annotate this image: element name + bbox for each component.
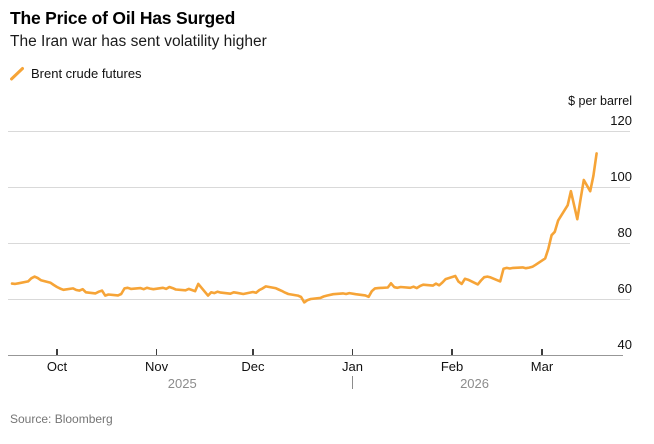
x-axis-tick	[56, 349, 58, 355]
legend-line-icon	[10, 66, 24, 81]
x-axis-tick	[155, 349, 158, 355]
x-tick-label: Feb	[440, 359, 464, 374]
y-tick-label: 120	[610, 113, 632, 128]
source-credit: Source: Bloomberg	[10, 412, 113, 426]
x-tick-label: Nov	[145, 359, 169, 374]
legend: Brent crude futures	[10, 66, 142, 81]
x-tick-label: Oct	[46, 359, 68, 374]
legend-label: Brent crude futures	[31, 66, 142, 81]
y-tick-label: 100	[610, 169, 632, 184]
y-tick-label: 60	[617, 281, 632, 296]
x-tick-label: Jan	[342, 359, 363, 374]
gridline	[8, 186, 630, 188]
y-tick-label: 80	[617, 225, 632, 240]
x-tick-label: Mar	[530, 359, 554, 374]
y-axis-unit-label: $ per barrel	[568, 94, 632, 108]
year-label: 2026	[460, 376, 489, 391]
gridline	[8, 242, 630, 244]
x-axis-tick	[351, 349, 354, 355]
year-divider-mark	[351, 376, 353, 389]
year-label: 2025	[167, 376, 197, 391]
y-tick-label: 40	[617, 337, 632, 352]
chart-subtitle: The Iran war has sent volatility higher	[10, 33, 267, 50]
x-axis-tick	[541, 349, 543, 355]
page-title: The Price of Oil Has Surged	[10, 8, 236, 28]
x-axis-tick	[252, 349, 254, 355]
x-axis-tick	[451, 349, 453, 355]
gridline	[8, 298, 630, 300]
gridline	[8, 130, 630, 132]
brent-futures-line	[10, 152, 598, 304]
x-axis-line	[8, 354, 623, 356]
x-tick-label: Dec	[241, 359, 265, 374]
